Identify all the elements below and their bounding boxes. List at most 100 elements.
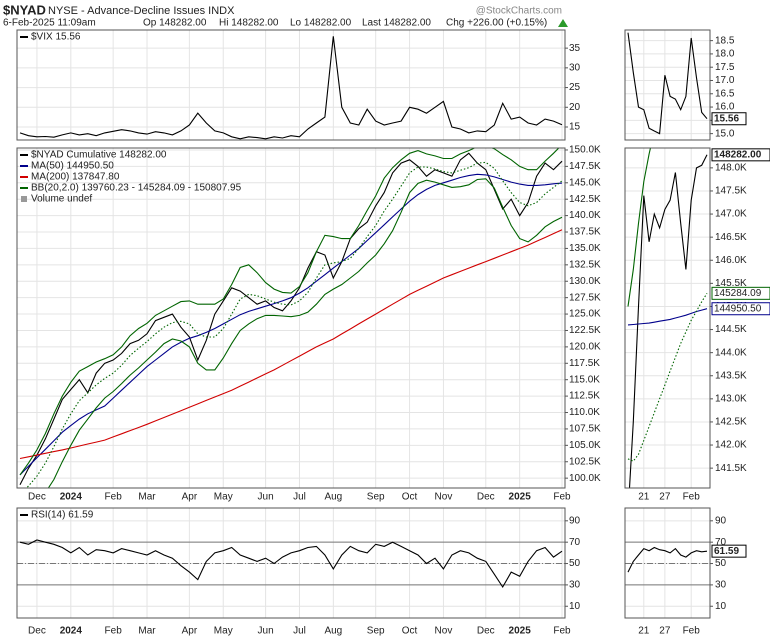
legend-label: Volume undef [31,194,92,205]
legend-swatch [21,196,27,202]
y-tick-label: 25 [569,82,581,93]
description: NYSE - Advance-Decline Issues INDX [48,5,235,17]
panel-border [624,29,711,141]
y-tick-label: 143.5K [715,370,747,381]
y-tick-label: 20 [569,102,581,113]
y-tick-label: 150.0K [569,145,601,156]
y-tick-label: 18.0 [715,49,735,60]
y-tick-label: 18.5 [715,35,735,46]
y-tick-label: 105.0K [569,440,601,451]
panel-frame [17,148,565,488]
y-tick-label: 50 [715,558,727,569]
panel-frame [17,30,565,140]
series-line [627,293,708,462]
legend-label: RSI(14) 61.59 [31,510,94,521]
y-tick-label: 110.0K [569,407,600,418]
x-tick-label: Feb [683,492,701,503]
datetime: 6-Feb-2025 11:09am [3,18,96,29]
series-line [19,173,563,476]
y-tick-label: 70 [569,537,581,548]
y-tick-label: 112.5K [569,391,600,402]
panel-border [16,29,566,141]
y-tick-label: 117.5K [569,358,600,369]
y-tick-label: 115.0K [569,374,600,385]
y-tick-label: 30 [715,580,727,591]
y-tick-label: 16.0 [715,102,735,113]
y-tick-label: 147.5K [569,161,601,172]
x-tick-label: 2025 [509,626,532,637]
x-tick-label: 2024 [60,492,83,503]
y-tick-label: 70 [715,537,727,548]
y-tick-label: 125.0K [569,309,601,320]
plot [627,32,708,135]
y-tick-label: 144.0K [715,347,747,358]
y-tick-label: 35 [569,43,581,54]
change: Chg +226.00 (+0.15%) [446,18,547,29]
x-tick-label: Aug [324,492,342,503]
x-tick-label: Mar [138,492,156,503]
y-tick-label: 50 [569,558,581,569]
y-tick-label: 102.5K [569,456,601,467]
x-tick-label: 21 [638,626,650,637]
x-tick-label: 27 [659,626,671,637]
x-tick-label: Dec [477,626,495,637]
y-tick-label: 127.5K [569,292,601,303]
symbol: $NYAD [3,2,46,17]
open: Op 148282.00 [143,18,207,29]
y-tick-label: 15 [569,122,581,133]
low: Lo 148282.00 [290,18,352,29]
panel-border [16,507,566,619]
series-line [628,154,708,488]
x-tick-label: Jun [258,492,274,503]
y-tick-label: 145.5K [715,278,747,289]
panel-border [624,147,711,489]
x-tick-label: 2025 [509,492,532,503]
legend-label: $VIX 15.56 [31,32,81,43]
y-tick-label: 137.5K [569,227,601,238]
y-tick-label: 30 [569,62,581,73]
legend-label: $NYAD Cumulative 148282.00 [31,150,167,161]
watermark: @StockCharts.com [476,6,562,17]
high: Hi 148282.00 [219,18,279,29]
panel-frame [625,508,710,618]
series-line [19,36,563,140]
y-tick-label: 15.0 [715,128,735,139]
y-tick-label: 147.5K [715,186,747,197]
plot [19,36,563,140]
x-tick-label: 2024 [60,626,83,637]
value-label: 145284.09 [714,288,762,299]
value-label: 61.59 [714,546,739,557]
x-tick-label: 21 [638,492,650,503]
plot [19,148,563,488]
value-label-box [711,112,747,126]
legend-label: BB(20,2.0) 139760.23 - 145284.09 - 15080… [31,183,242,194]
x-tick-label: 27 [659,492,671,503]
y-tick-label: 120.0K [569,342,601,353]
value-label: 144950.50 [714,303,762,314]
y-tick-label: 145.0K [569,177,601,188]
series-line [25,161,563,488]
panel-border [16,147,566,489]
x-tick-label: Nov [435,626,453,637]
y-tick-label: 10 [569,601,581,612]
value-label-box [711,286,770,300]
y-tick-label: 140.0K [569,210,601,221]
plot [627,546,708,573]
change-arrow [558,19,568,27]
series-line [627,546,708,573]
y-tick-label: 122.5K [569,325,601,336]
x-tick-label: Feb [105,626,123,637]
value-label-box [711,148,770,162]
y-tick-label: 146.5K [715,232,747,243]
y-tick-label: 143.0K [715,393,747,404]
x-tick-label: May [214,492,233,503]
y-tick-label: 141.5K [715,463,747,474]
x-tick-label: Dec [28,626,46,637]
y-tick-label: 147.0K [715,209,747,220]
y-tick-label: 142.5K [715,417,747,428]
series-line [627,308,708,326]
y-tick-label: 90 [569,515,581,526]
legend-label: MA(50) 144950.50 [31,161,114,172]
y-tick-label: 17.0 [715,75,735,86]
